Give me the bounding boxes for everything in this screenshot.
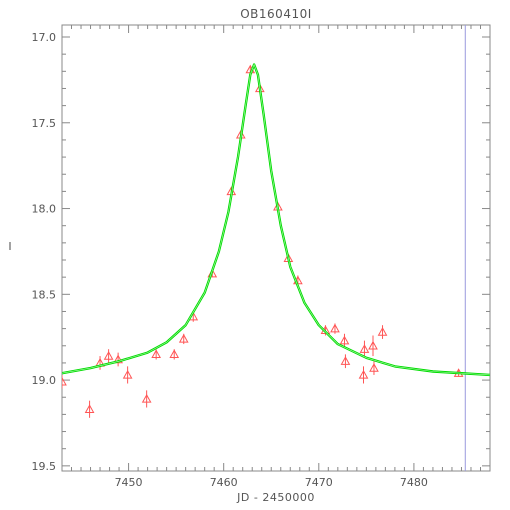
data-point-triangle bbox=[113, 354, 123, 364]
model-curve bbox=[62, 63, 490, 377]
chart-title: OB160410I bbox=[240, 7, 312, 21]
data-point-triangle bbox=[141, 393, 152, 403]
x-tick-label: 7450 bbox=[115, 476, 143, 489]
data-point-triangle bbox=[169, 349, 180, 359]
data-point-triangle bbox=[151, 349, 162, 359]
plot-frame bbox=[61, 24, 491, 472]
y-tick-label: 17.5 bbox=[32, 117, 57, 130]
data-point-triangle bbox=[103, 351, 114, 360]
data-point-triangle bbox=[339, 335, 350, 345]
data-point-triangle bbox=[377, 327, 388, 336]
x-tick-label: 7480 bbox=[400, 476, 428, 489]
data-point-triangle bbox=[359, 344, 370, 353]
data-point-triangle bbox=[369, 363, 379, 372]
data-point-triangle bbox=[84, 404, 95, 413]
model-curve-highlight bbox=[62, 63, 490, 376]
y-tick-label: 17.0 bbox=[32, 31, 57, 44]
y-tick-label: 19.0 bbox=[32, 374, 57, 387]
x-tick-label: 7470 bbox=[305, 476, 333, 489]
x-tick-label: 7460 bbox=[210, 476, 238, 489]
y-tick-label: 19.5 bbox=[32, 460, 57, 473]
data-point-triangle bbox=[62, 376, 67, 386]
plot-area: 7450 7460 7470 7480 17.0 17.5 18.0 18.5 19.0 19.5 bbox=[32, 24, 491, 489]
y-axis-label: I bbox=[8, 240, 11, 253]
y-tick-label: 18.0 bbox=[32, 203, 57, 216]
data-point-triangle bbox=[368, 340, 378, 350]
data-point-triangle bbox=[340, 356, 351, 365]
data-point-triangle bbox=[178, 333, 189, 343]
data-point-triangle bbox=[122, 369, 133, 379]
x-axis-label: JD - 2450000 bbox=[236, 491, 315, 504]
data-point-triangle bbox=[330, 323, 340, 333]
y-tick-label: 18.5 bbox=[32, 288, 57, 301]
data-point-triangle bbox=[358, 369, 369, 379]
